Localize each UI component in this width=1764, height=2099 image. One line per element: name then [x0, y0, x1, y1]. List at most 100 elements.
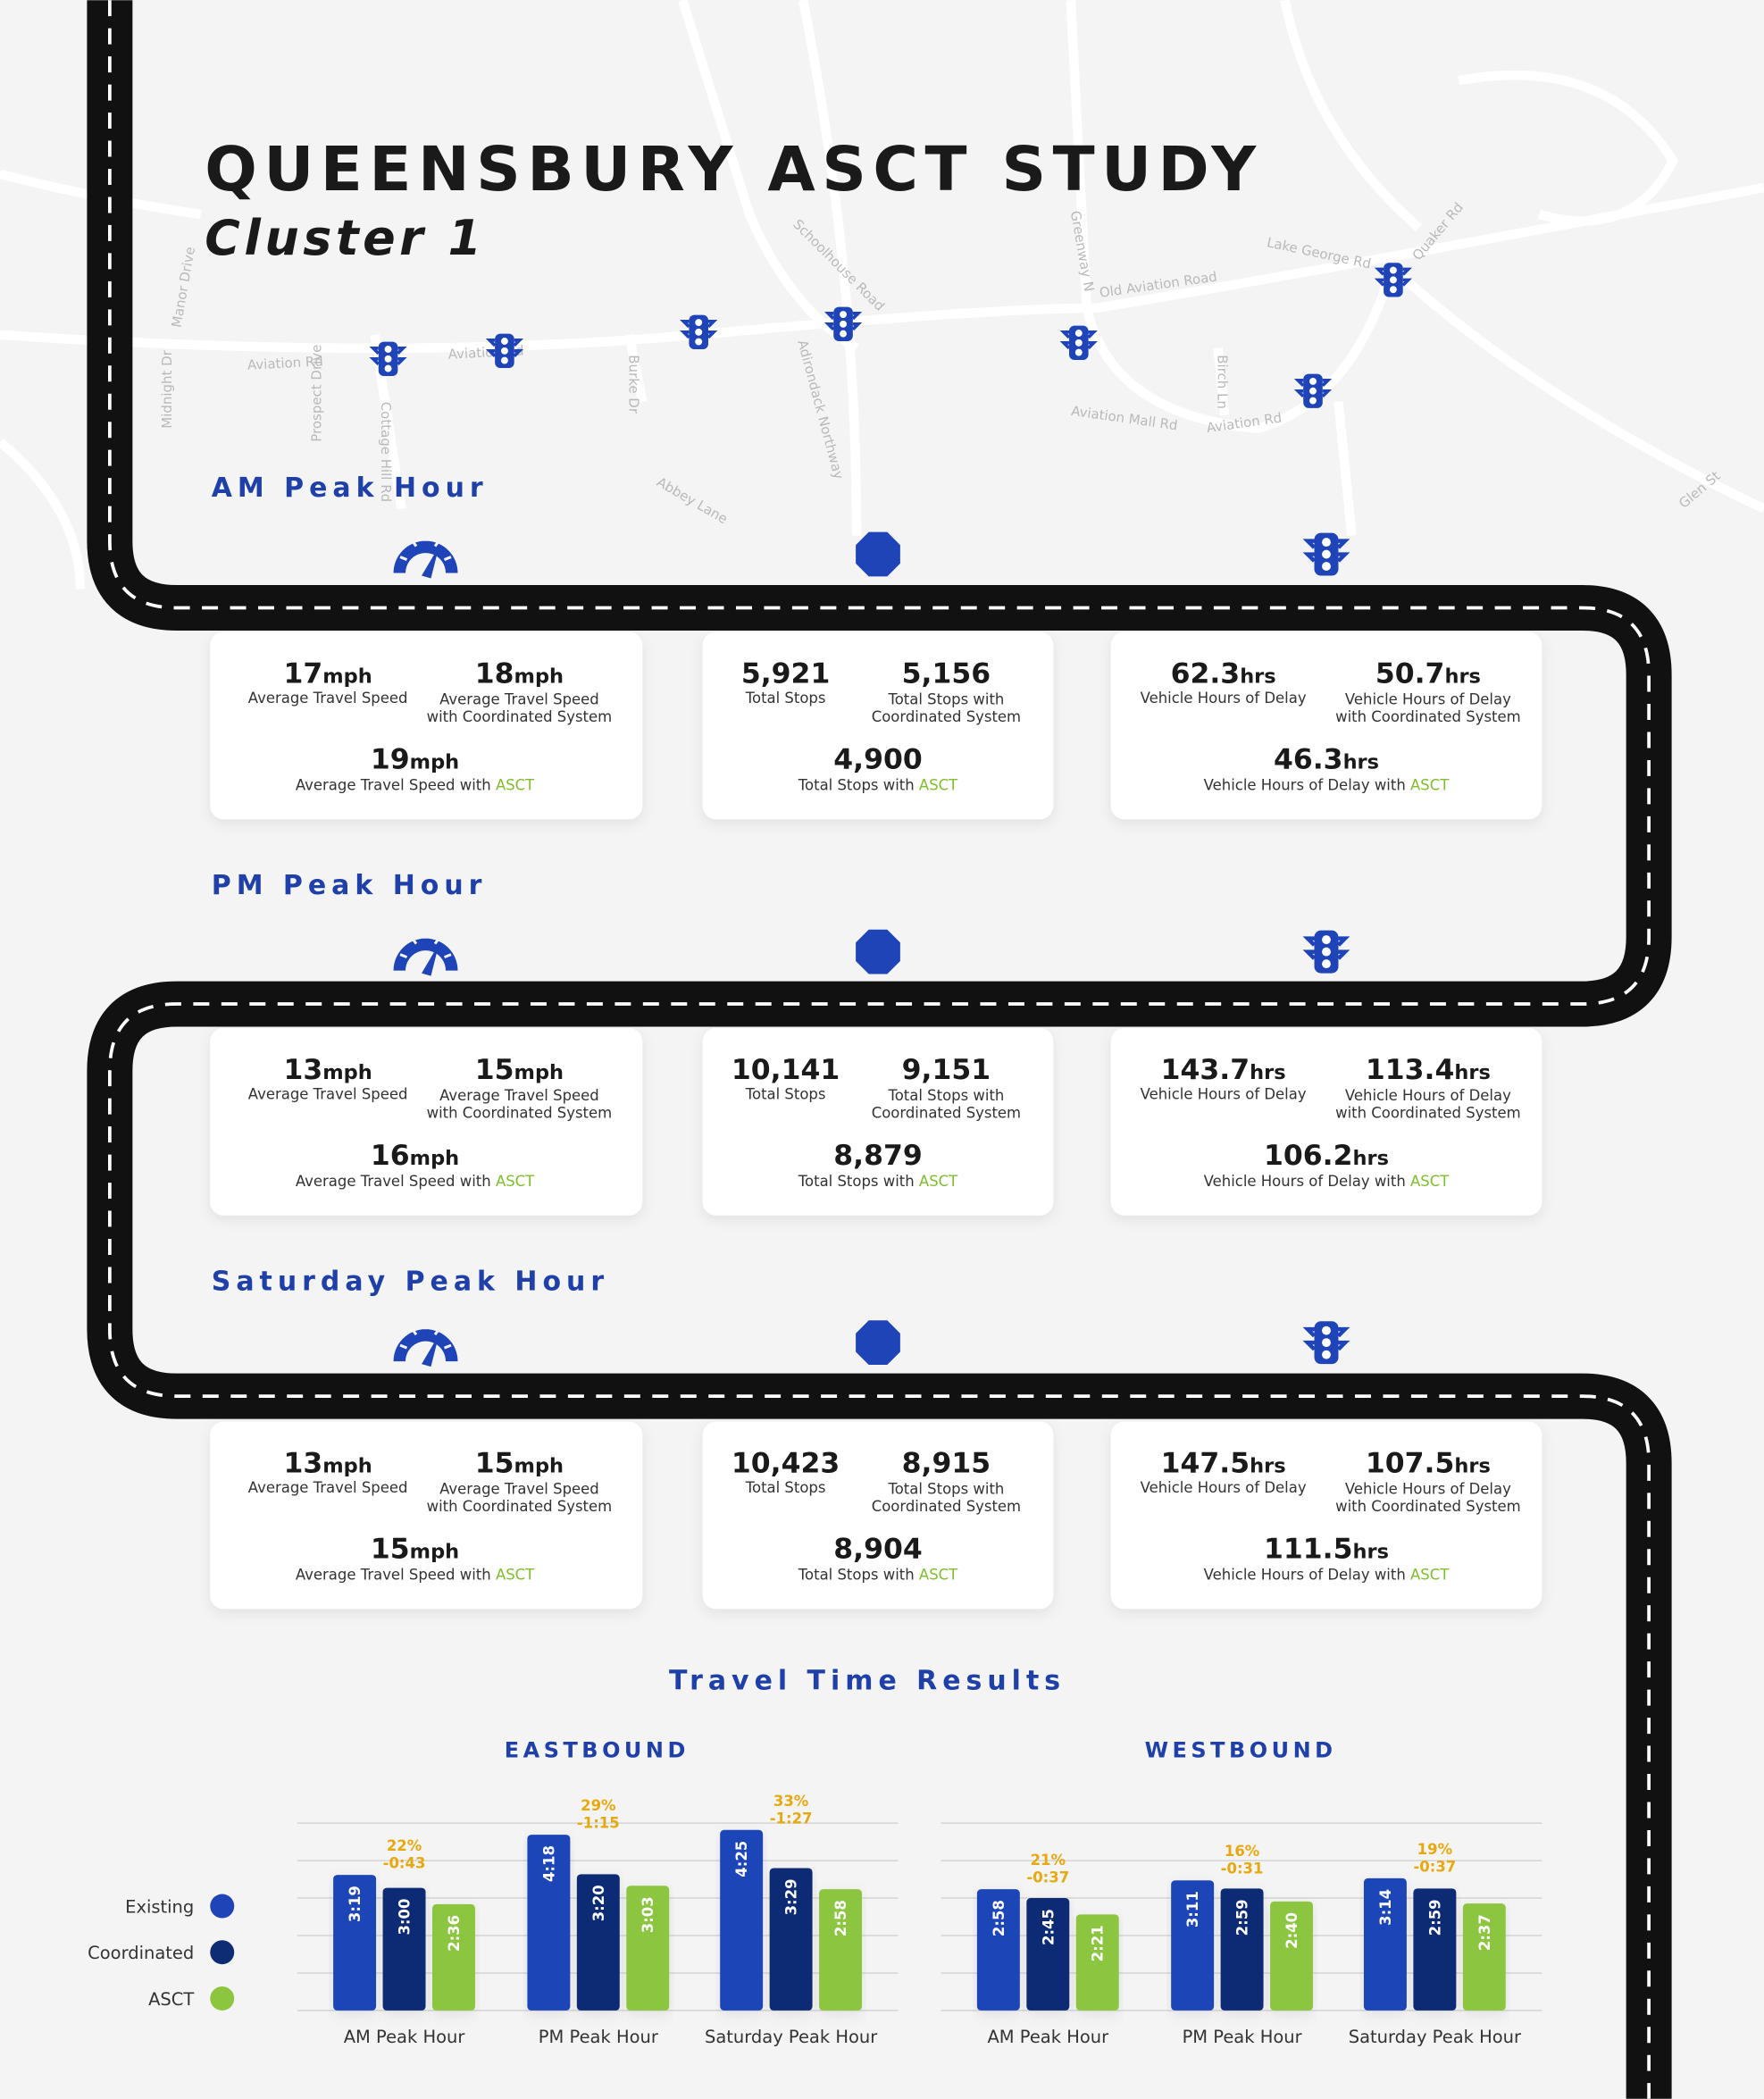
- gauge-arc: [393, 938, 458, 971]
- signal-icon: [1302, 1321, 1350, 1365]
- stat-label-text: Total Stops with: [798, 776, 915, 793]
- stat-label-text: Vehicle Hours of Delay: [1141, 1479, 1307, 1496]
- signal-visors: [1302, 936, 1350, 960]
- chart-title: WESTBOUND: [1145, 1738, 1337, 1763]
- bar-value-label: 4:18: [540, 1845, 557, 1882]
- asct-label: ASCT: [1410, 1566, 1450, 1583]
- map-label: Burke Dr: [625, 355, 641, 414]
- stat-number: 4,900: [833, 743, 922, 775]
- bar: [1171, 1880, 1215, 2011]
- stat-label-text: Average Travel Speed with: [296, 1566, 491, 1583]
- stat-label: with Coordinated System: [427, 708, 613, 725]
- gauge-icon: [393, 932, 458, 976]
- gauge-ticks: [399, 932, 452, 958]
- signal-light: [695, 338, 703, 346]
- signal-light: [840, 311, 847, 318]
- travel-time-title: Travel Time Results: [669, 1665, 1066, 1696]
- stat-label: Coordinated System: [872, 1498, 1021, 1515]
- stat-value: 4,900: [833, 743, 922, 775]
- stat-label: Average Travel Speed: [248, 690, 408, 707]
- section-title: Saturday Peak Hour: [212, 1267, 609, 1298]
- legend-swatch: [210, 1986, 235, 2011]
- stat-unit: mph: [410, 1147, 459, 1170]
- signal-light: [1074, 330, 1083, 337]
- stat-number: 107.5: [1366, 1448, 1454, 1480]
- stat-label-text: with Coordinated System: [427, 708, 613, 725]
- stat-value: 15mph: [475, 1054, 564, 1086]
- bar-value-label: 4:25: [733, 1841, 750, 1877]
- stat-number: 111.5: [1264, 1533, 1353, 1565]
- stat-number: 106.2: [1264, 1140, 1353, 1172]
- stat-unit: mph: [322, 1061, 372, 1084]
- stat-label: with Coordinated System: [1335, 1498, 1521, 1515]
- stat-label-text: Vehicle Hours of Delay: [1345, 1087, 1511, 1104]
- legend-label: Existing: [125, 1897, 194, 1918]
- signal-light: [1074, 339, 1083, 347]
- stat-card: [702, 631, 1054, 820]
- gauge-ticks: [399, 534, 452, 561]
- signal-light: [1074, 348, 1083, 356]
- signal-visors: [1059, 330, 1098, 350]
- stat-label: Average Travel Speed with ASCT: [296, 776, 535, 793]
- signal-light: [1309, 378, 1317, 385]
- stat-number: 5,921: [741, 657, 831, 690]
- stat-label: Average Travel Speed with ASCT: [296, 1173, 535, 1190]
- stat-card: [1110, 631, 1542, 820]
- bar: [1413, 1888, 1457, 2011]
- stat-card: [210, 631, 643, 820]
- stat-number: 15: [475, 1448, 514, 1480]
- stat-value: 13mph: [283, 1448, 372, 1480]
- stat-label-text: Average Travel Speed: [248, 1479, 408, 1496]
- legend-swatch: [210, 1894, 235, 1919]
- bar: [819, 1889, 863, 2011]
- bar: [1363, 1877, 1407, 2011]
- x-tick-label: PM Peak Hour: [539, 2027, 658, 2047]
- stop-icon: [856, 1320, 900, 1366]
- bar-value-label: 2:59: [1234, 1899, 1251, 1936]
- bar: [333, 1875, 377, 2011]
- stat-value: 8,904: [833, 1533, 922, 1565]
- stat-value: 13mph: [283, 1054, 372, 1086]
- chart-title: EASTBOUND: [505, 1738, 690, 1763]
- stat-number: 18: [475, 657, 514, 690]
- stat-label-text: Coordinated System: [872, 708, 1021, 725]
- signal-light: [1322, 1338, 1331, 1348]
- stat-value: 106.2hrs: [1264, 1140, 1389, 1172]
- legend-label: ASCT: [148, 1989, 194, 2010]
- asct-label: ASCT: [1410, 776, 1450, 793]
- signal-visors: [823, 312, 863, 331]
- gain-label: 33%: [773, 1793, 808, 1810]
- stat-number: 15: [371, 1533, 410, 1565]
- asct-label: ASCT: [496, 1173, 535, 1190]
- asct-label: ASCT: [1410, 1173, 1450, 1190]
- signal-light: [500, 356, 508, 364]
- stat-card: [210, 1421, 643, 1610]
- signal-visors: [1302, 1326, 1350, 1351]
- stat-label-text: with Coordinated System: [427, 1498, 613, 1515]
- stat-number: 62.3: [1171, 657, 1241, 690]
- x-tick-label: AM Peak Hour: [987, 2027, 1108, 2047]
- signal-light: [1389, 276, 1397, 284]
- stat-unit: hrs: [1444, 665, 1480, 688]
- stat-label-text: Total Stops: [745, 690, 826, 707]
- bar-value-label: 2:40: [1283, 1912, 1300, 1949]
- stat-label: Total Stops: [745, 1479, 826, 1496]
- map-label: Cottage Hill Rd: [378, 402, 394, 502]
- stat-label: with Coordinated System: [427, 1104, 613, 1121]
- gauge-arc: [393, 540, 458, 573]
- stat-value: 17mph: [283, 657, 372, 690]
- stat-label-text: Average Travel Speed: [439, 690, 599, 707]
- section-title: AM Peak Hour: [212, 472, 489, 504]
- stat-label: with Coordinated System: [1335, 708, 1521, 725]
- bar: [1026, 1898, 1070, 2011]
- signal-light: [1389, 286, 1397, 294]
- signal-icon: [1302, 532, 1350, 576]
- stat-label: Average Travel Speed: [439, 690, 599, 707]
- title: QUEENSBURY ASCT STUDY: [205, 134, 1262, 205]
- signal-visors: [1293, 378, 1333, 398]
- signal-light: [1309, 387, 1317, 395]
- stat-label-text: Average Travel Speed: [248, 690, 408, 707]
- signal-icon: [1059, 325, 1098, 360]
- saving-label: -0:37: [1413, 1858, 1456, 1875]
